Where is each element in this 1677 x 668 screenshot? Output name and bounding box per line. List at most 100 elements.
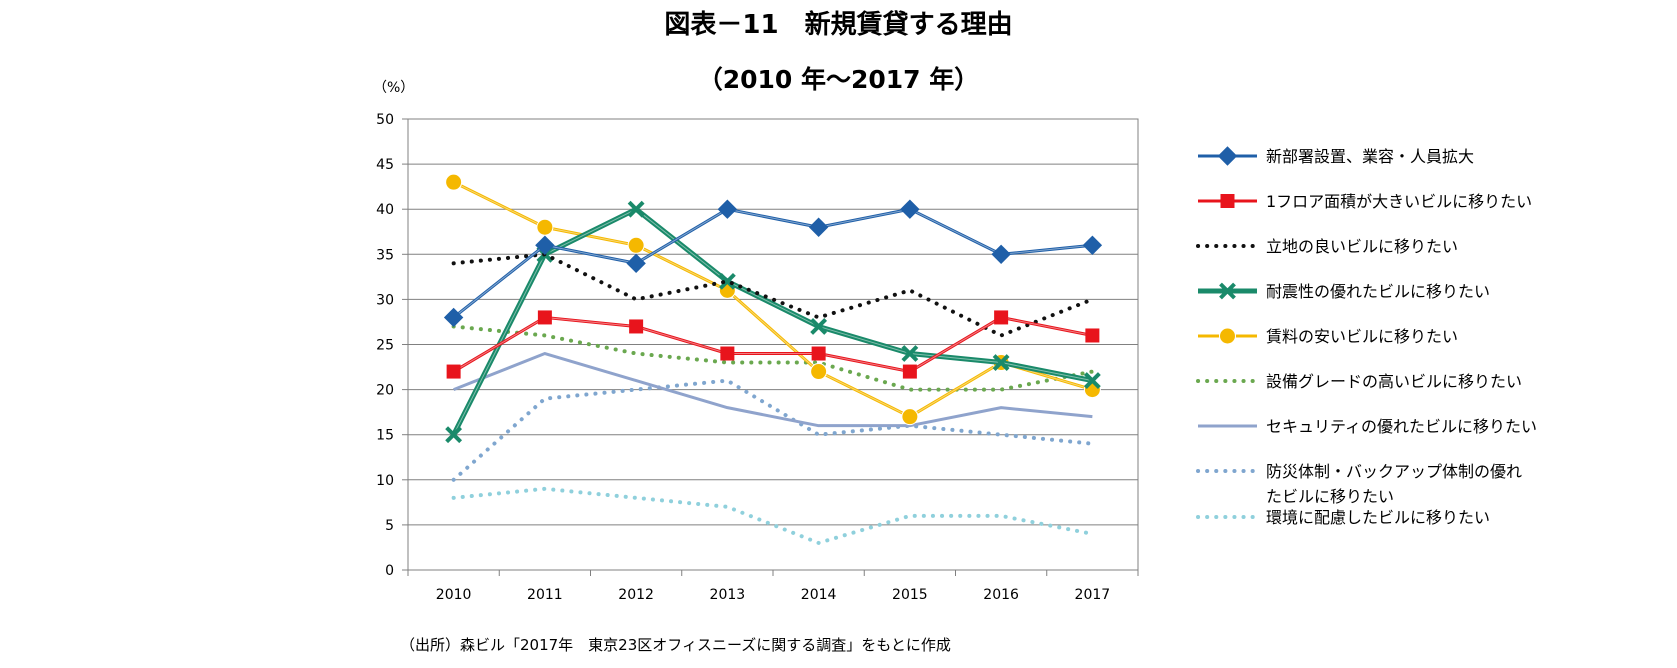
data-point [629,319,644,334]
data-point [717,199,738,219]
marker-stroke [1083,372,1101,389]
x-tick-label: 2010 [436,587,472,603]
data-point [808,217,829,237]
data-point [445,173,463,191]
legend-item-9: 環境に配慮したビルに移りたい [1196,508,1490,527]
y-tick-label: 0 [385,563,394,579]
legend-item-7: セキュリティの優れたビルに移りたい [1198,417,1537,436]
series-7 [453,352,1093,428]
data-point [536,218,554,236]
data-point [537,310,552,325]
chart-subtitle: （2010 年～2017 年） [697,65,980,94]
x-tick-label: 2014 [801,587,837,603]
x-tick-label: 2012 [618,587,654,603]
series-line-highlight [453,181,1093,418]
data-point [535,235,555,255]
legend-item-5: 賃料の安いビルに移りたい [1198,327,1458,346]
data-point [627,236,645,254]
data-point [901,408,919,426]
data-point [1085,328,1100,343]
data-point [994,310,1009,325]
series-line [452,180,1093,419]
series-8 [451,378,1095,482]
y-tick-label: 40 [376,202,394,218]
data-point [718,272,736,290]
series-line [451,486,1095,545]
series-line [451,324,1095,392]
legend-item-8: 防災体制・バックアップ体制の優れたビルに移りたい [1196,462,1522,506]
series-9 [451,486,1095,545]
chart-title: 図表－11 新規賃貸する理由 [664,10,1013,40]
y-tick-label: 50 [376,112,394,128]
series-6 [451,324,1095,392]
series-line [453,352,1093,428]
data-point [901,345,919,362]
y-tick-label: 15 [376,428,394,444]
data-point [626,253,646,274]
y-tick-label: 10 [376,473,394,489]
y-tick-label: 5 [385,518,394,534]
marker-stroke [901,345,919,362]
data-point [900,199,920,219]
legend-label: 防災体制・バックアップ体制の優れたビルに移りたい [1266,462,1522,506]
marker-stroke [810,318,828,335]
legend-marker [1219,282,1236,300]
marker-stroke [992,354,1010,371]
series-layer [443,173,1103,545]
data-point [443,307,464,328]
legend-label: 設備グレードの高いビルに移りたい [1266,372,1522,391]
data-point [446,364,461,379]
legend-label: 立地の良いビルに移りたい [1266,237,1458,256]
x-tick-label: 2015 [892,587,928,603]
y-axis-label: （%） [373,80,414,96]
marker-stroke [445,426,463,444]
legend-marker [1219,327,1236,345]
data-point [810,318,828,335]
legend-label: 賃料の安いビルに移りたい [1266,327,1458,346]
legend-label: セキュリティの優れたビルに移りたい [1266,417,1537,436]
legend-item-4: 耐震性の優れたビルに移りたい [1198,282,1490,301]
data-point [1082,235,1103,255]
data-point [811,346,826,361]
marker-stroke [718,272,736,290]
grid-layer [407,118,1139,571]
axis-layer: 0 5 10 15 20 25 30 35 40 45 50 （%） 2010 2011 2012 2013 2… [373,80,1139,603]
legend-item-2: 1フロア面積が大きいビルに移りたい [1198,192,1532,211]
source-note: （出所）森ビル「2017年 東京23区オフィスニーズに関する調査」をもとに作成 [400,636,951,654]
legend-item-1: 新部署設置、業容・人員拡大 [1198,146,1474,166]
series-line [451,378,1095,482]
data-point [991,244,1011,265]
y-tick-label: 45 [376,157,394,173]
marker-stroke [627,200,645,218]
y-tick-label: 30 [376,292,394,308]
y-tick-label: 35 [376,247,394,263]
data-point [992,354,1010,371]
x-tick-label: 2016 [983,587,1019,603]
y-tick-label: 25 [376,338,394,354]
marker-stroke [1219,282,1236,300]
x-tick-label: 2011 [527,587,563,603]
legend-label: 耐震性の優れたビルに移りたい [1266,282,1490,301]
x-tick-label: 2017 [1075,587,1111,603]
data-point [627,200,645,218]
data-point [902,364,917,379]
series-line [452,315,1093,374]
legend-label: 環境に配慮したビルに移りたい [1266,508,1490,527]
data-point [1083,372,1101,389]
legend-marker [1217,146,1238,166]
data-point [810,363,828,381]
series-1 [443,199,1103,328]
data-point [445,426,463,444]
legend-label: 新部署設置、業容・人員拡大 [1266,147,1474,166]
legend-item-3: 立地の良いビルに移りたい [1196,237,1458,256]
data-point [720,346,735,361]
legend-marker [1220,194,1235,208]
y-tick-label: 20 [376,383,394,399]
legend-item-6: 設備グレードの高いビルに移りたい [1196,372,1522,391]
x-tick-label: 2013 [710,587,746,603]
series-line-highlight [453,316,1093,373]
legend-label: 1フロア面積が大きいビルに移りたい [1266,192,1532,211]
series-line-highlight [453,208,1093,318]
series-line [452,207,1093,319]
